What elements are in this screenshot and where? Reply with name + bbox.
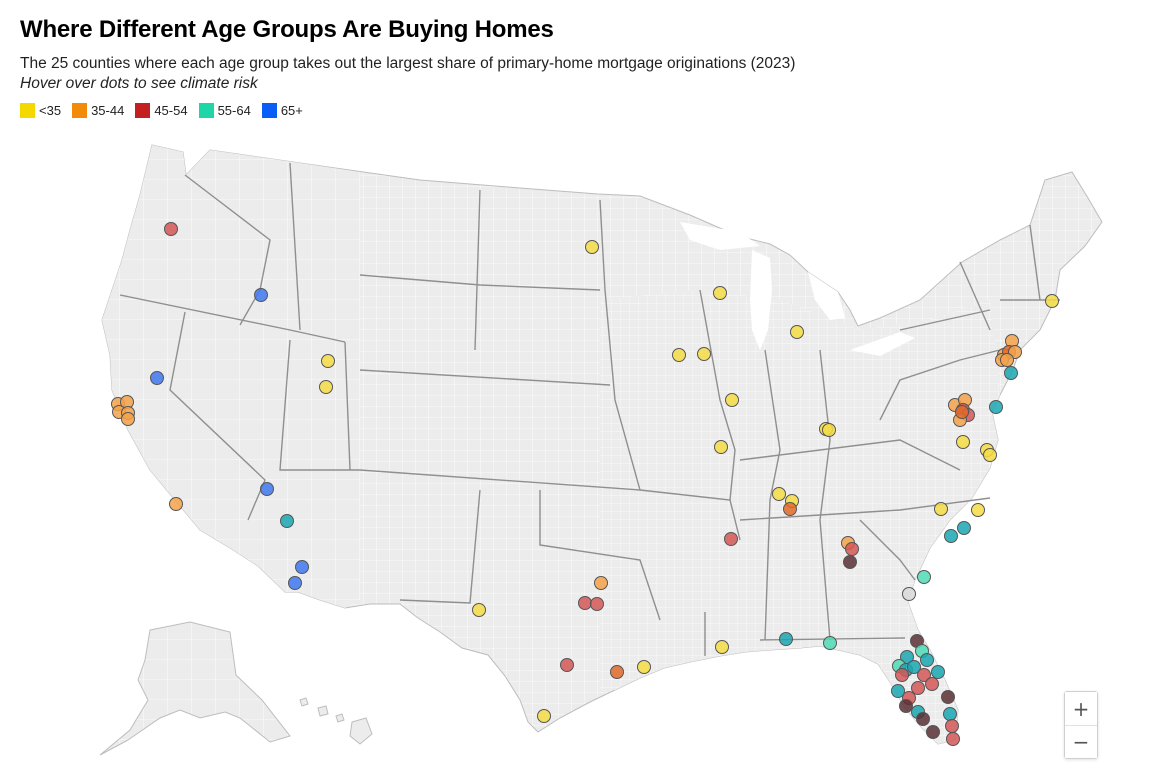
legend-label: 55-64: [217, 103, 251, 118]
county-dot[interactable]: [944, 529, 958, 543]
county-dot[interactable]: [916, 712, 930, 726]
county-dot[interactable]: [911, 681, 925, 695]
county-dot[interactable]: [971, 503, 985, 517]
zoom-in-button[interactable]: +: [1065, 692, 1097, 725]
county-dot[interactable]: [907, 660, 921, 674]
legend: <35 35-44 45-54 55-64 65+: [20, 103, 1140, 118]
county-dot[interactable]: [946, 732, 960, 746]
county-dot[interactable]: [783, 502, 797, 516]
county-dot[interactable]: [1004, 366, 1018, 380]
county-dot[interactable]: [537, 709, 551, 723]
lake-huron: [808, 272, 845, 320]
zoom-control: + −: [1064, 691, 1098, 759]
county-dot[interactable]: [941, 690, 955, 704]
county-dot[interactable]: [725, 393, 739, 407]
hawaii: [299, 697, 373, 745]
legend-item-45-54[interactable]: 45-54: [135, 103, 188, 118]
lake-superior: [680, 222, 760, 250]
county-dot[interactable]: [920, 653, 934, 667]
legend-swatch: [20, 103, 35, 118]
county-dot[interactable]: [280, 514, 294, 528]
legend-label: 65+: [280, 103, 303, 118]
county-dot[interactable]: [989, 400, 1003, 414]
county-dot[interactable]: [943, 707, 957, 721]
county-dot[interactable]: [288, 576, 302, 590]
county-dot[interactable]: [672, 348, 686, 362]
county-dot[interactable]: [895, 668, 909, 682]
county-dot[interactable]: [917, 570, 931, 584]
lake-erie: [850, 332, 915, 356]
county-dot[interactable]: [772, 487, 786, 501]
county-dot[interactable]: [319, 380, 333, 394]
county-dot[interactable]: [590, 597, 604, 611]
county-dot[interactable]: [957, 521, 971, 535]
chart-title: Where Different Age Groups Are Buying Ho…: [20, 16, 554, 43]
county-dot[interactable]: [891, 684, 905, 698]
lake-michigan: [750, 250, 772, 350]
county-dot[interactable]: [956, 435, 970, 449]
county-dot[interactable]: [164, 222, 178, 236]
legend-swatch: [198, 103, 214, 118]
legend-item-55-64[interactable]: 55-64: [198, 103, 251, 118]
county-dot[interactable]: [843, 555, 857, 569]
legend-label: <35: [39, 103, 62, 118]
county-dot[interactable]: [724, 532, 738, 546]
legend-swatch: [135, 103, 151, 118]
legend-swatch: [72, 103, 88, 118]
county-dot[interactable]: [917, 668, 931, 682]
county-dot[interactable]: [1045, 294, 1059, 308]
county-dot[interactable]: [983, 448, 997, 462]
county-dot[interactable]: [926, 725, 940, 739]
county-dot[interactable]: [714, 440, 728, 454]
county-dot[interactable]: [578, 596, 592, 610]
county-dot[interactable]: [260, 482, 274, 496]
county-dot[interactable]: [121, 412, 135, 426]
legend-item-65-plus[interactable]: 65+: [261, 103, 303, 118]
us-county-map[interactable]: [0, 130, 1162, 782]
county-dot[interactable]: [945, 719, 959, 733]
legend-item-under-35[interactable]: <35: [20, 103, 61, 118]
legend-item-35-44[interactable]: 35-44: [72, 103, 124, 118]
county-dot[interactable]: [150, 371, 164, 385]
county-dot[interactable]: [934, 502, 948, 516]
zoom-out-button[interactable]: −: [1065, 725, 1097, 758]
county-dot[interactable]: [594, 576, 608, 590]
county-dot[interactable]: [715, 640, 729, 654]
header: Where Different Age Groups Are Buying Ho…: [20, 16, 1140, 118]
county-dot[interactable]: [610, 665, 624, 679]
state-borders: [119, 162, 1060, 656]
county-dot[interactable]: [779, 632, 793, 646]
county-dot[interactable]: [472, 603, 486, 617]
county-dot[interactable]: [254, 288, 268, 302]
alaska: [99, 621, 291, 756]
county-dot[interactable]: [955, 405, 969, 419]
contiguous-us: [101, 144, 1103, 745]
legend-label: 35-44: [91, 103, 125, 118]
county-dot[interactable]: [925, 677, 939, 691]
hover-note: Hover over dots to see climate risk: [20, 75, 258, 92]
county-dot[interactable]: [1000, 353, 1014, 367]
legend-label: 45-54: [154, 103, 188, 118]
chart-subtitle: The 25 counties where each age group tak…: [20, 55, 796, 72]
legend-swatch: [261, 103, 277, 118]
county-dot[interactable]: [585, 240, 599, 254]
county-dot[interactable]: [697, 347, 711, 361]
county-dot[interactable]: [321, 354, 335, 368]
county-dot[interactable]: [823, 636, 837, 650]
county-dot[interactable]: [822, 423, 836, 437]
western-counties: [102, 145, 360, 608]
county-dot[interactable]: [560, 658, 574, 672]
county-dot[interactable]: [637, 660, 651, 674]
eastern-counties: [600, 290, 1000, 744]
county-dot[interactable]: [713, 286, 727, 300]
county-dot[interactable]: [899, 699, 913, 713]
county-dot[interactable]: [790, 325, 804, 339]
county-dot[interactable]: [902, 587, 916, 601]
county-dot[interactable]: [845, 542, 859, 556]
county-dots[interactable]: [111, 222, 1059, 746]
county-dot[interactable]: [295, 560, 309, 574]
county-dot[interactable]: [169, 497, 183, 511]
county-dot[interactable]: [931, 665, 945, 679]
